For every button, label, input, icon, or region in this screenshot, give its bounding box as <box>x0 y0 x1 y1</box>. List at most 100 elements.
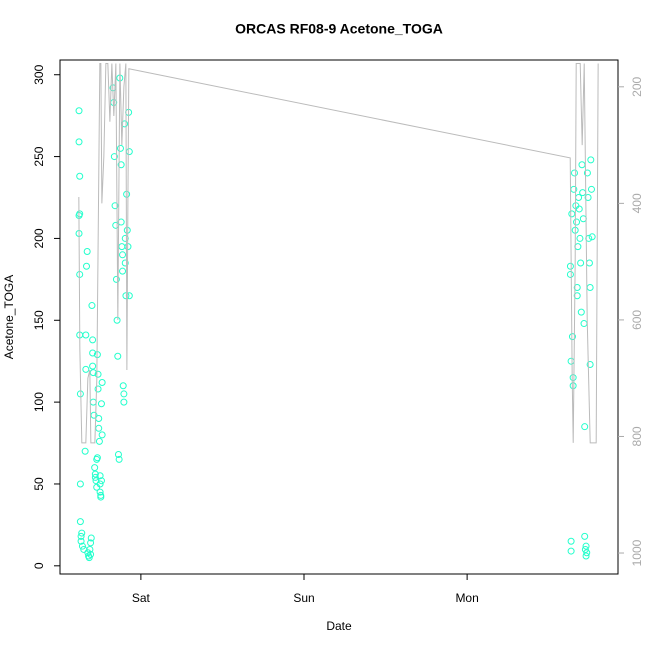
pressure-line <box>78 62 599 444</box>
data-point <box>121 234 129 242</box>
data-point <box>82 365 90 373</box>
data-point <box>582 552 590 560</box>
data-point <box>577 308 585 316</box>
data-point <box>76 480 84 488</box>
data-point <box>89 336 97 344</box>
data-point <box>112 221 120 229</box>
data-point <box>583 549 591 557</box>
data-point <box>582 542 590 550</box>
x-tick-label: Mon <box>455 591 478 605</box>
data-point <box>94 385 102 393</box>
data-point <box>574 243 582 251</box>
data-point <box>573 292 581 300</box>
y2-tick-label: 1000 <box>630 539 644 566</box>
y2-tick-label: 600 <box>630 310 644 330</box>
data-point <box>78 542 86 550</box>
data-point <box>97 477 105 485</box>
data-point <box>586 360 594 368</box>
data-point <box>588 233 596 241</box>
data-point <box>115 455 123 463</box>
data-point <box>97 493 105 501</box>
data-point <box>97 400 105 408</box>
data-point <box>120 390 128 398</box>
data-point <box>575 205 583 213</box>
data-point <box>78 529 86 537</box>
data-point <box>118 243 126 251</box>
data-point <box>119 267 127 275</box>
plot-area <box>75 62 599 562</box>
data-point <box>569 374 577 382</box>
y-tick-label: 50 <box>32 477 46 491</box>
data-point <box>586 284 594 292</box>
data-point <box>98 431 106 439</box>
data-point <box>96 488 104 496</box>
data-point <box>96 480 104 488</box>
data-point <box>581 532 589 540</box>
data-point <box>87 534 95 542</box>
y-tick-label: 250 <box>32 146 46 166</box>
data-point <box>96 472 104 480</box>
data-point <box>89 398 97 406</box>
data-point <box>77 537 85 545</box>
data-point <box>83 262 91 270</box>
y2-tick-label: 200 <box>630 76 644 96</box>
y-tick-label: 100 <box>32 392 46 412</box>
data-point <box>75 107 83 115</box>
data-point <box>76 172 84 180</box>
y-axis-label: Acetone_TOGA <box>2 275 16 360</box>
data-point <box>583 169 591 177</box>
data-point <box>573 284 581 292</box>
data-point <box>578 161 586 169</box>
data-point <box>567 357 575 365</box>
data-point <box>573 218 581 226</box>
data-point <box>587 156 595 164</box>
data-point <box>120 398 128 406</box>
plot-frame <box>59 59 619 575</box>
data-point <box>87 539 95 547</box>
data-point <box>93 454 101 462</box>
data-point <box>87 550 95 558</box>
data-point <box>83 248 91 256</box>
data-point <box>581 545 589 553</box>
data-point <box>75 138 83 146</box>
data-point <box>89 349 97 357</box>
data-point <box>76 518 84 526</box>
data-point <box>584 194 592 202</box>
data-point <box>581 423 589 431</box>
data-point <box>119 382 127 390</box>
data-point <box>567 547 575 555</box>
data-point <box>85 554 93 562</box>
data-point <box>579 189 587 197</box>
data-point <box>566 262 574 270</box>
y-tick-label: 0 <box>32 562 46 569</box>
data-point <box>90 411 98 419</box>
data-point <box>112 275 120 283</box>
y2-tick-label: 800 <box>630 426 644 446</box>
data-point <box>95 437 103 445</box>
data-point <box>98 378 106 386</box>
data-point <box>568 210 576 218</box>
data-point <box>111 202 119 210</box>
data-point <box>110 153 118 161</box>
data-point <box>587 185 595 193</box>
data-point <box>114 352 122 360</box>
data-point <box>77 532 85 540</box>
x-tick-label: Sat <box>132 591 151 605</box>
data-point <box>566 270 574 278</box>
data-point <box>89 362 97 370</box>
data-point <box>91 473 99 481</box>
data-point <box>121 259 129 267</box>
data-point <box>95 424 103 432</box>
x-tick-label: Sun <box>293 591 314 605</box>
data-point <box>576 234 584 242</box>
y-tick-label: 300 <box>32 64 46 84</box>
data-point <box>113 316 121 324</box>
data-point <box>580 320 588 328</box>
data-point <box>567 537 575 545</box>
data-point <box>114 451 122 459</box>
data-point <box>91 470 99 478</box>
data-point <box>91 464 99 472</box>
y2-tick-label: 400 <box>630 193 644 213</box>
data-point <box>86 545 94 553</box>
